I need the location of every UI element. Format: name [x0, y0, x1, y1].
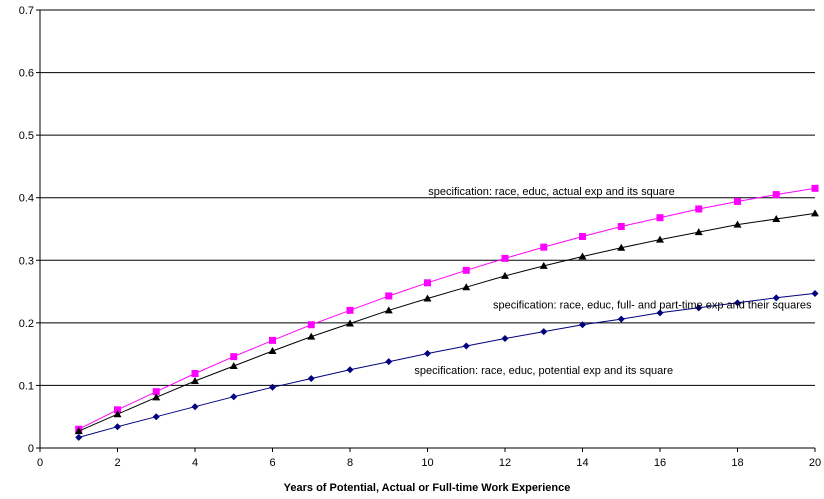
series-group: [74, 184, 819, 441]
data-point-square: [152, 388, 160, 396]
data-point-square: [230, 353, 238, 361]
data-point-square: [734, 197, 741, 205]
data-point-square: [540, 243, 548, 251]
data-point-square: [191, 370, 199, 378]
x-tick-label: 4: [192, 457, 198, 469]
x-tick-label: 16: [654, 457, 666, 469]
data-point-square: [385, 292, 393, 300]
data-point-square: [424, 279, 431, 287]
data-point-diamond: [772, 294, 780, 302]
data-point-diamond: [385, 358, 393, 366]
x-tick-label: 20: [809, 457, 821, 469]
data-point-diamond: [230, 393, 238, 401]
x-tick-label: 0: [37, 457, 43, 469]
data-point-diamond: [579, 321, 586, 329]
data-point-diamond: [501, 335, 509, 342]
data-point-triangle: [268, 347, 277, 355]
x-tick-label: 14: [576, 457, 588, 469]
y-tick-label: 0.3: [19, 255, 34, 267]
data-point-triangle: [113, 410, 122, 418]
data-point-triangle: [191, 377, 199, 385]
data-point-square: [462, 266, 470, 274]
axes: [36, 9, 816, 452]
data-point-square: [656, 214, 664, 222]
series-annotation: specification: race, educ, potential exp…: [414, 365, 673, 377]
data-point-triangle: [733, 220, 742, 228]
data-point-square: [114, 406, 121, 414]
series-line-diamond: [78, 292, 816, 438]
data-point-diamond: [75, 433, 83, 441]
data-point-triangle: [229, 362, 238, 370]
data-point-triangle: [384, 306, 393, 314]
x-tick-labels: 0 2 4 6 8 10 12 14 16 18 20: [37, 457, 821, 469]
x-axis-label: Years of Potential, Actual or Full-time …: [284, 482, 571, 494]
data-point-triangle: [423, 294, 432, 302]
data-point-diamond: [695, 304, 703, 312]
y-tick-label: 0.5: [19, 130, 34, 142]
data-point-diamond: [346, 366, 354, 374]
annotations: specification: race, educ, actual exp an…: [414, 186, 812, 377]
y-tick-label: 0.2: [19, 318, 34, 330]
data-point-square: [501, 254, 509, 262]
y-tick-label: 0.1: [19, 380, 34, 392]
data-point-diamond: [617, 315, 625, 323]
data-point-diamond: [462, 342, 470, 350]
x-tick-label: 18: [731, 457, 743, 469]
data-point-triangle: [811, 209, 819, 217]
x-tick-label: 8: [347, 457, 353, 469]
data-point-triangle: [617, 243, 626, 251]
data-point-diamond: [191, 403, 199, 411]
x-tick-label: 12: [499, 457, 511, 469]
x-tick-label: 6: [269, 457, 275, 469]
series-line-triangle: [78, 212, 816, 432]
data-point-square: [307, 321, 315, 329]
data-point-square: [811, 184, 819, 192]
data-point-triangle: [772, 214, 781, 222]
y-tick-label: 0.7: [19, 5, 34, 17]
data-point-triangle: [656, 235, 664, 243]
series-line-square: [78, 187, 816, 430]
data-point-square: [617, 222, 625, 230]
data-point-triangle: [152, 393, 161, 401]
y-tick-labels: 0 0.1 0.2 0.3 0.4 0.5 0.6 0.7: [19, 5, 34, 455]
data-point-triangle: [694, 228, 703, 236]
data-point-triangle: [346, 319, 354, 327]
x-tick-label: 2: [114, 457, 120, 469]
series-annotation: specification: race, educ, full- and par…: [493, 299, 812, 311]
data-point-diamond: [114, 423, 121, 431]
y-tick-label: 0.6: [19, 68, 34, 80]
data-point-triangle: [501, 271, 509, 279]
data-point-diamond: [269, 383, 276, 391]
series-annotation: specification: race, educ, actual exp an…: [428, 186, 674, 198]
data-point-square: [772, 191, 780, 199]
data-point-square: [269, 336, 276, 344]
data-point-diamond: [424, 350, 431, 358]
gridlines: [40, 9, 815, 386]
data-point-triangle: [307, 332, 316, 340]
data-point-diamond: [811, 289, 819, 297]
data-point-square: [695, 205, 703, 213]
data-point-diamond: [540, 328, 548, 336]
data-point-square: [346, 306, 354, 314]
data-point-triangle: [578, 252, 587, 260]
data-point-triangle: [74, 427, 83, 435]
data-point-diamond: [734, 299, 741, 307]
data-point-diamond: [307, 375, 315, 383]
data-point-diamond: [656, 309, 664, 317]
data-point-diamond: [152, 413, 160, 421]
x-tick-label: 10: [421, 457, 433, 469]
data-point-square: [579, 233, 586, 241]
data-point-triangle: [539, 261, 548, 269]
y-tick-label: 0.4: [19, 193, 34, 205]
y-tick-label: 0: [28, 443, 34, 455]
data-point-triangle: [462, 283, 471, 291]
